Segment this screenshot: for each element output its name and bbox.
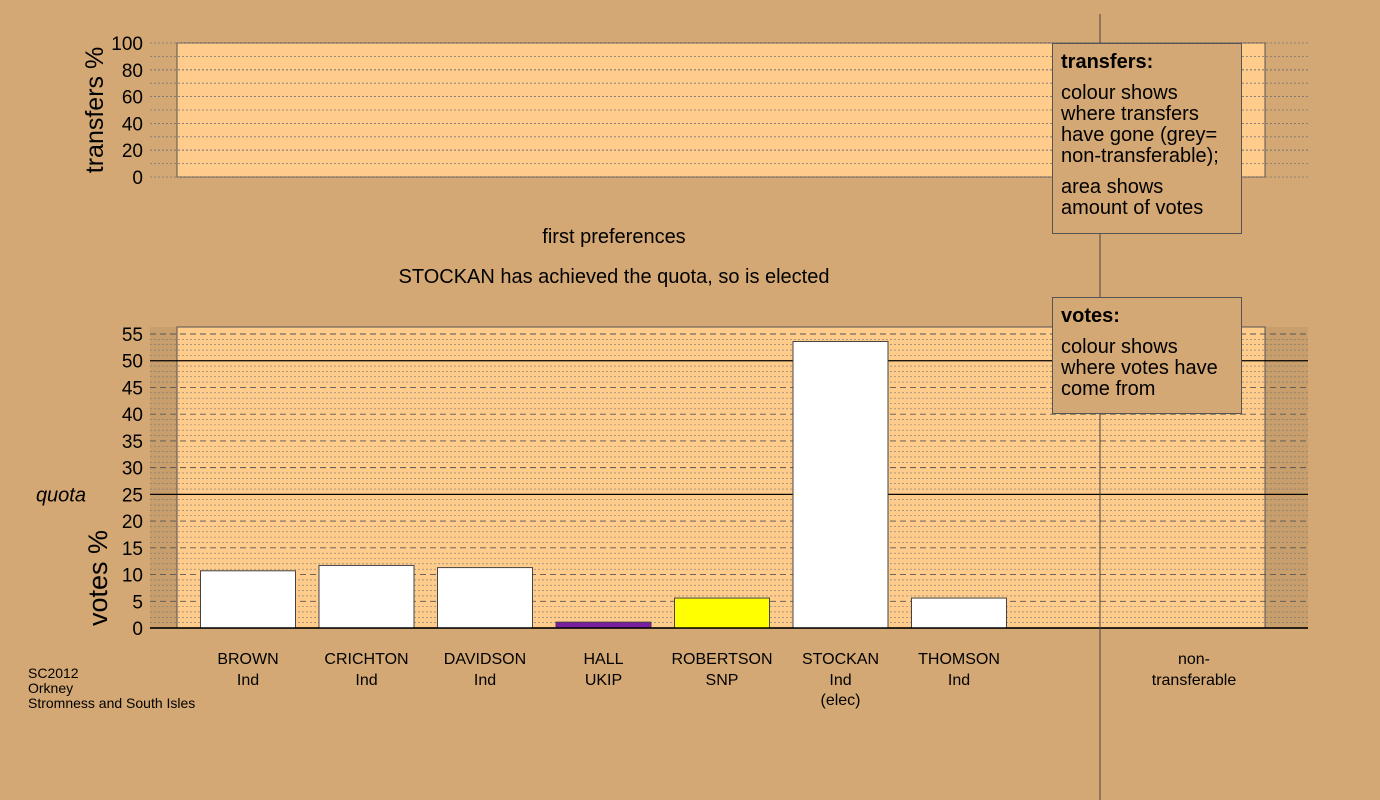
votes-tick-label: 20: [122, 512, 143, 533]
votes-axis-label: votes %: [83, 530, 113, 626]
candidate-name: ROBERTSON: [671, 651, 772, 668]
transfers-tick-label: 40: [122, 114, 143, 135]
candidate-party: Ind: [829, 672, 851, 689]
votes-tick-label: 30: [122, 459, 143, 480]
transfers-tick-label: 20: [122, 141, 143, 162]
bar-thomson: [911, 597, 1007, 629]
nontransferable-label: non-: [1178, 651, 1210, 668]
footer-ward: Stromness and South Isles: [28, 695, 196, 711]
candidate-party: Ind: [948, 672, 970, 689]
quota-label: quota: [36, 484, 86, 506]
votes-tick-label: 25: [122, 485, 143, 506]
round-label: first preferences: [542, 226, 685, 248]
transfers-legend-text-2: area shows amount of votes: [1061, 176, 1204, 219]
transfers-legend-text-1: colour shows where transfers have gone (…: [1061, 82, 1219, 167]
footer-election: SC2012: [28, 665, 79, 681]
candidate-party: SNP: [706, 672, 739, 689]
votes-legend-text-1: colour shows where votes have come from: [1061, 336, 1218, 400]
bar-stockan: [792, 340, 889, 629]
candidate-name: STOCKAN: [802, 651, 879, 668]
transfers-tick-label: 0: [132, 168, 143, 189]
candidate-party: Ind: [355, 672, 377, 689]
votes-tick-label: 5: [132, 592, 143, 613]
votes-tick-label: 40: [122, 405, 143, 426]
votes-tick-label: 15: [122, 539, 143, 560]
votes-tick-label: 35: [122, 432, 143, 453]
transfers-axis-label: transfers %: [81, 47, 109, 173]
footer-council: Orkney: [28, 680, 74, 696]
candidate-party: Ind: [237, 672, 259, 689]
votes-tick-label: 55: [122, 325, 143, 346]
bar-davidson: [437, 567, 533, 629]
nontransferable-label: transferable: [1152, 672, 1237, 689]
candidate-name: DAVIDSON: [444, 651, 526, 668]
bar-crichton: [318, 564, 415, 629]
votes-tick-label: 0: [132, 619, 143, 640]
votes-tick-label: 10: [122, 566, 143, 587]
bar-brown: [200, 570, 296, 629]
candidate-note: (elec): [820, 692, 860, 709]
candidate-name: CRICHTON: [324, 651, 408, 668]
votes-chart: 0 5 10 15 20 25 30 35 40 45 50 55 quota votes % BROWN I…: [36, 325, 1308, 709]
bar-robertson: [674, 597, 770, 629]
transfers-legend-title: transfers:: [1061, 51, 1154, 73]
election-footer: SC2012 Orkney Stromness and South Isles: [28, 666, 195, 711]
votes-margin-left: [150, 327, 177, 628]
status-message: STOCKAN has achieved the quota, so is el…: [399, 266, 830, 288]
bar-hall: [555, 621, 652, 629]
transfers-legend: transfers: colour shows where transfers …: [1052, 43, 1242, 234]
votes-tick-label: 45: [122, 378, 143, 399]
candidate-name: THOMSON: [918, 651, 1000, 668]
candidate-party: UKIP: [585, 672, 622, 689]
candidate-name: BROWN: [217, 651, 278, 668]
candidate-name: HALL: [583, 651, 623, 668]
votes-legend: votes: colour shows where votes have com…: [1052, 297, 1242, 414]
transfers-tick-label: 80: [122, 61, 143, 82]
votes-margin-right: [1265, 327, 1308, 628]
transfers-tick-label: 100: [111, 34, 143, 55]
votes-legend-title: votes:: [1061, 305, 1120, 327]
candidate-party: Ind: [474, 672, 496, 689]
votes-tick-label: 50: [122, 352, 143, 373]
transfers-tick-label: 60: [122, 88, 143, 109]
